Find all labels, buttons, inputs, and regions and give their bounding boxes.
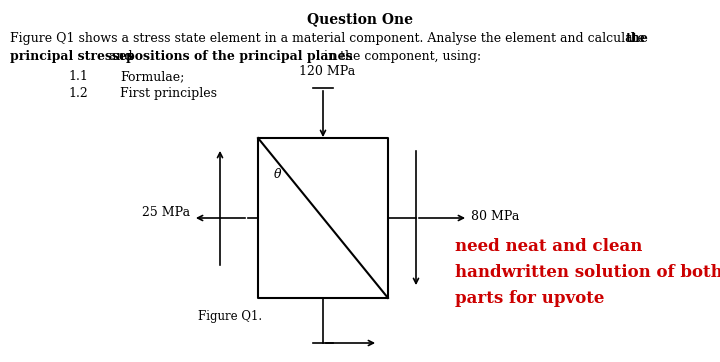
Text: need neat and clean: need neat and clean (455, 238, 642, 255)
Text: 80 MPa: 80 MPa (471, 210, 519, 223)
Text: the: the (626, 32, 649, 45)
Text: 1.1: 1.1 (68, 70, 88, 83)
Text: and: and (105, 50, 137, 63)
Text: in the component, using:: in the component, using: (320, 50, 481, 63)
Text: Formulae;: Formulae; (120, 70, 184, 83)
Text: θ: θ (274, 168, 282, 181)
Text: Figure Q1.: Figure Q1. (198, 310, 262, 323)
Text: 120 MPa: 120 MPa (299, 65, 355, 78)
Text: positions of the principal planes: positions of the principal planes (126, 50, 353, 63)
Text: Figure Q1 shows a stress state element in a material component. Analyse the elem: Figure Q1 shows a stress state element i… (10, 32, 649, 45)
Text: First principles: First principles (120, 87, 217, 100)
Text: handwritten solution of both: handwritten solution of both (455, 264, 720, 281)
Text: 25 MPa: 25 MPa (142, 206, 190, 219)
Text: Question One: Question One (307, 12, 413, 26)
Text: 1.2: 1.2 (68, 87, 88, 100)
Text: principal stresses: principal stresses (10, 50, 134, 63)
Text: parts for upvote: parts for upvote (455, 290, 604, 307)
